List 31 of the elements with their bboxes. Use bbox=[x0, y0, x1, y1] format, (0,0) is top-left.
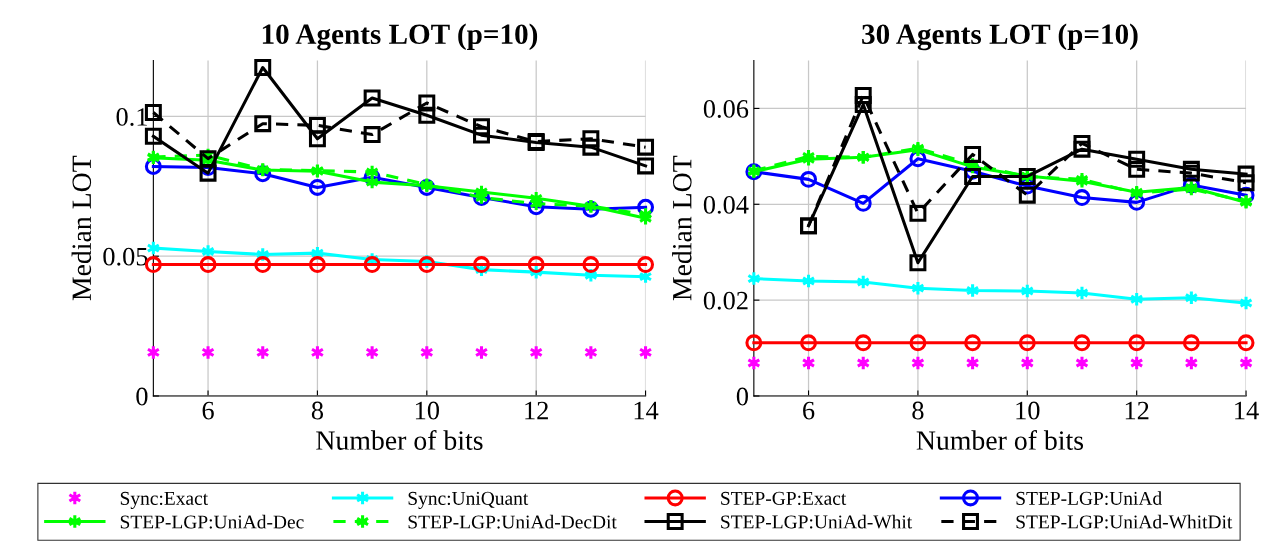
x-tick-label: 12 bbox=[1125, 401, 1149, 420]
x-tick-label: 10 bbox=[1016, 401, 1040, 420]
x-axis-title: Number of bits bbox=[316, 430, 483, 450]
x-tick-label: 6 bbox=[202, 401, 214, 420]
x-tick-label: 10 bbox=[415, 401, 439, 420]
x-tick-label: 6 bbox=[803, 401, 815, 420]
y-tick-label: 0.04 bbox=[703, 195, 749, 214]
y-tick-label: 0.05 bbox=[103, 247, 148, 266]
y-tick-label: 0.02 bbox=[703, 291, 748, 310]
chart-title: 30 Agents LOT (p=10) bbox=[862, 23, 1138, 51]
y-tick-label: 0 bbox=[136, 387, 148, 406]
legend-label: Sync:UniQuant bbox=[408, 491, 529, 509]
legend-label: STEP-LGP:UniAd-Dec bbox=[120, 514, 304, 529]
x-axis-title: Number of bits bbox=[916, 430, 1084, 450]
y-tick-label: 0.1 bbox=[116, 108, 147, 126]
legend-label: STEP-LGP:UniAd-WhitDit bbox=[1016, 514, 1233, 529]
x-tick-label: 14 bbox=[1235, 401, 1259, 420]
legend-label: Sync:Exact bbox=[120, 491, 208, 509]
legend-label: STEP-LGP:UniAd-Whit bbox=[721, 514, 913, 529]
y-axis-title: Median LOT bbox=[71, 155, 92, 301]
y-axis-title: Median LOT bbox=[672, 155, 692, 301]
y-tick-label: 0.06 bbox=[703, 100, 749, 118]
legend-label: STEP-LGP:UniAd bbox=[1016, 491, 1162, 505]
legend-label: STEP-LGP:UniAd-DecDit bbox=[408, 514, 617, 529]
y-tick-label: 0 bbox=[736, 387, 748, 406]
x-tick-label: 8 bbox=[311, 401, 324, 420]
x-tick-label: 8 bbox=[912, 401, 924, 420]
chart-title: 10 Agents LOT (p=10) bbox=[262, 23, 538, 51]
x-tick-label: 12 bbox=[525, 401, 548, 420]
legend-label: STEP-GP:Exact bbox=[721, 491, 847, 505]
x-tick-label: 14 bbox=[634, 401, 659, 420]
